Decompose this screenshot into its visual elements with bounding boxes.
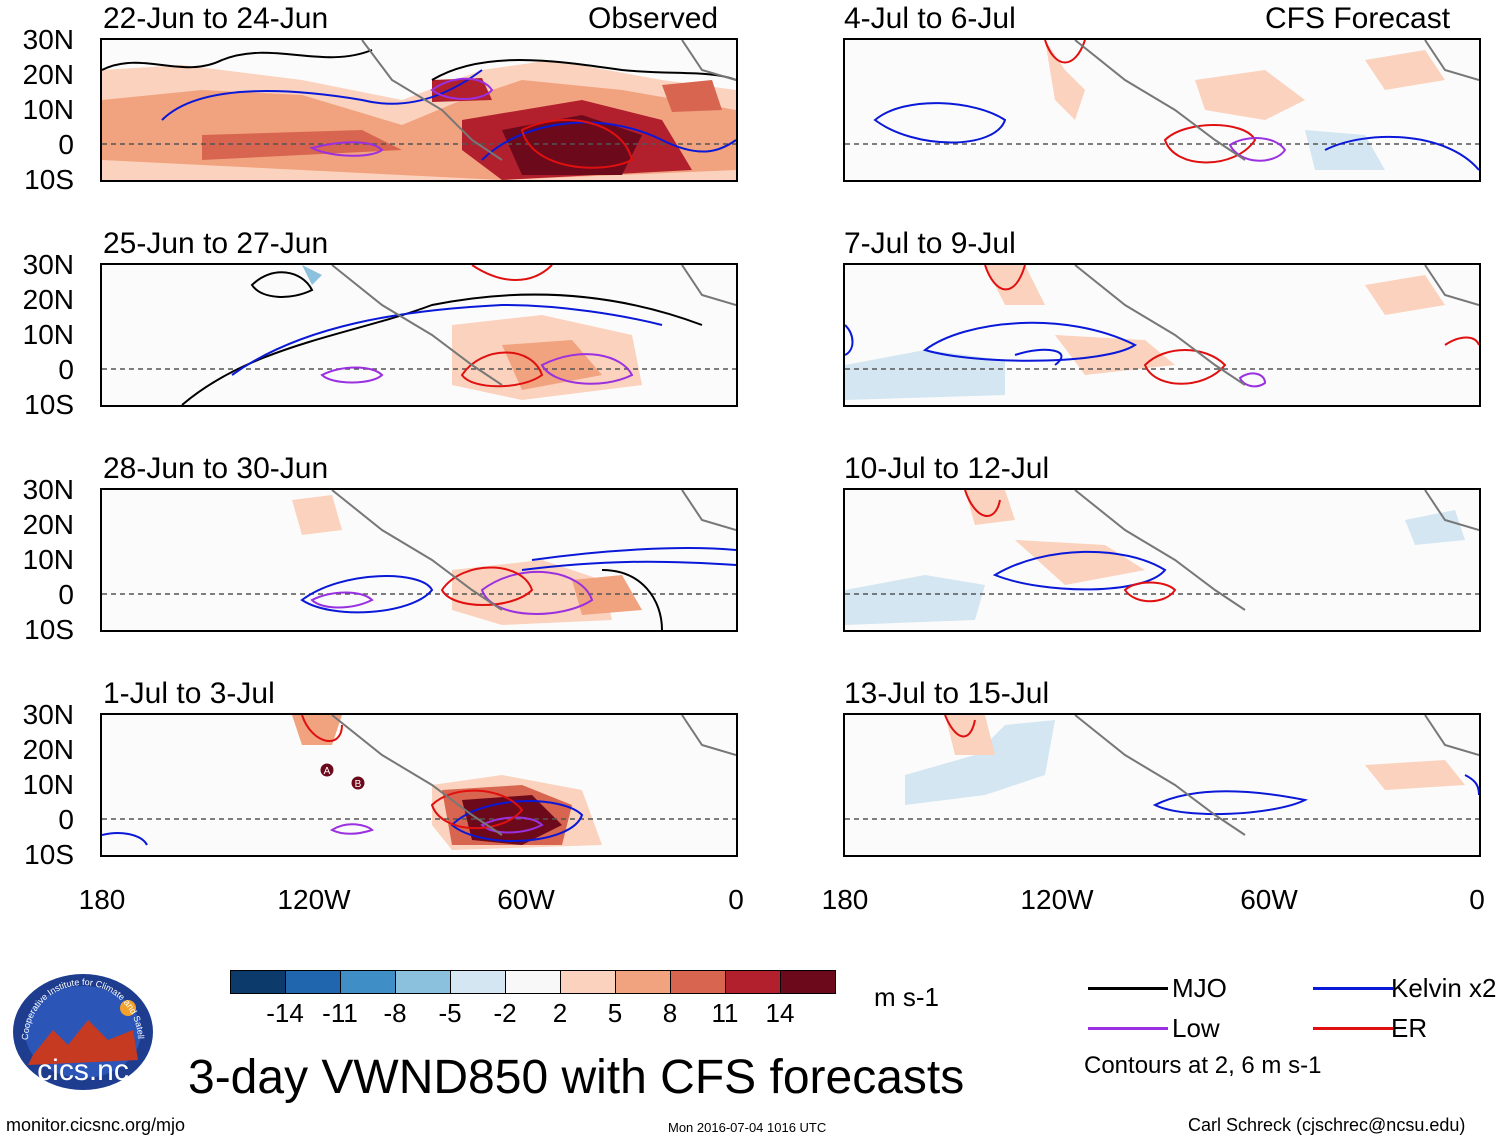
colorbar-label: -2 bbox=[493, 998, 517, 1028]
legend-low-label: Low bbox=[1172, 1013, 1220, 1043]
lat-label-10s: 10S bbox=[24, 164, 74, 195]
lat-label-10s: 10S bbox=[24, 839, 74, 870]
colorbar-swatch bbox=[615, 970, 671, 994]
storm-marker-b: B bbox=[355, 779, 362, 790]
lon-label-0: 0 bbox=[1469, 884, 1485, 915]
lat-label-eq: 0 bbox=[58, 354, 74, 385]
legend-mjo-label: MJO bbox=[1172, 973, 1227, 1003]
colorbar-swatch bbox=[780, 970, 836, 994]
observed-label: Observed bbox=[588, 2, 719, 35]
map-panel-observed-2 bbox=[100, 263, 738, 407]
legend-note: Contours at 2, 6 m s-1 bbox=[1084, 1052, 1322, 1079]
lat-label-30n: 30N bbox=[22, 699, 74, 730]
lon-label-120w: 120W bbox=[1020, 884, 1094, 915]
colorbar-label: 2 bbox=[552, 998, 568, 1028]
colorbar-label: 8 bbox=[662, 998, 678, 1028]
panel-title-forecast-1: 4-Jul to 6-Jul bbox=[844, 2, 1016, 35]
map-panel-forecast-4 bbox=[843, 713, 1481, 857]
lat-label-20n: 20N bbox=[22, 284, 74, 315]
lon-label-180: 180 bbox=[821, 884, 869, 915]
legend-er-line bbox=[1313, 1027, 1393, 1030]
legend-kelvin-line bbox=[1313, 987, 1393, 990]
cics-logo: Cooperative Institute for Climate and Sa… bbox=[5, 962, 158, 1090]
panel-title-observed-3: 28-Jun to 30-Jun bbox=[103, 452, 329, 485]
panel-title-observed-1: 22-Jun to 24-Jun bbox=[103, 2, 329, 35]
footer-url: monitor.cicsnc.org/mjo bbox=[6, 1115, 186, 1135]
colorbar-swatch bbox=[230, 970, 286, 994]
legend-er-label: ER bbox=[1391, 1013, 1428, 1043]
storm-marker-a: A bbox=[324, 766, 331, 777]
colorbar-units: m s-1 bbox=[874, 982, 939, 1012]
lat-label-10s: 10S bbox=[24, 389, 74, 420]
lat-label-20n: 20N bbox=[22, 734, 74, 765]
lon-label-0: 0 bbox=[728, 884, 744, 915]
map-panel-observed-3 bbox=[100, 488, 738, 632]
footer-timestamp: Mon 2016-07-04 1016 UTC bbox=[668, 1120, 827, 1135]
legend-low-line bbox=[1088, 1027, 1168, 1030]
colorbar-label: 5 bbox=[607, 998, 623, 1028]
lat-label-30n: 30N bbox=[22, 249, 74, 280]
lon-label-180: 180 bbox=[78, 884, 126, 915]
lat-label-10n: 10N bbox=[22, 319, 74, 350]
lat-label-eq: 0 bbox=[58, 804, 74, 835]
colorbar-label: -5 bbox=[438, 998, 462, 1028]
lat-label-30n: 30N bbox=[22, 24, 74, 55]
lat-label-10s: 10S bbox=[24, 614, 74, 645]
colorbar-label: 11 bbox=[711, 998, 739, 1028]
colorbar-label: -8 bbox=[383, 998, 407, 1028]
panel-title-observed-4: 1-Jul to 3-Jul bbox=[103, 677, 275, 710]
cfs-forecast-label: CFS Forecast bbox=[1265, 2, 1451, 35]
map-panel-forecast-2 bbox=[843, 263, 1481, 407]
lat-label-20n: 20N bbox=[22, 59, 74, 90]
map-panel-observed-4: A B bbox=[100, 713, 738, 857]
lon-label-60w: 60W bbox=[497, 884, 555, 915]
footer-author: Carl Schreck (cjschrec@ncsu.edu) bbox=[1188, 1115, 1466, 1135]
panel-title-forecast-4: 13-Jul to 15-Jul bbox=[844, 677, 1050, 710]
map-panel-forecast-3 bbox=[843, 488, 1481, 632]
colorbar-swatch bbox=[670, 970, 726, 994]
panel-title-forecast-2: 7-Jul to 9-Jul bbox=[844, 227, 1016, 260]
lat-label-10n: 10N bbox=[22, 769, 74, 800]
logo-text: cics.nc bbox=[37, 1054, 129, 1087]
panel-title-forecast-3: 10-Jul to 12-Jul bbox=[844, 452, 1050, 485]
colorbar-swatch bbox=[560, 970, 616, 994]
colorbar-swatch bbox=[450, 970, 506, 994]
colorbar-swatch bbox=[395, 970, 451, 994]
colorbar-swatch bbox=[285, 970, 341, 994]
colorbar-label: -14 bbox=[266, 998, 304, 1028]
lat-label-eq: 0 bbox=[58, 579, 74, 610]
colorbar-swatch bbox=[725, 970, 781, 994]
panel-title-observed-2: 25-Jun to 27-Jun bbox=[103, 227, 329, 260]
main-title: 3-day VWND850 with CFS forecasts bbox=[188, 1051, 965, 1104]
lon-label-60w: 60W bbox=[1240, 884, 1298, 915]
lat-label-30n: 30N bbox=[22, 474, 74, 505]
map-panel-observed-1 bbox=[100, 38, 738, 182]
colorbar-swatch bbox=[505, 970, 561, 994]
colorbar-swatch bbox=[340, 970, 396, 994]
lat-label-20n: 20N bbox=[22, 509, 74, 540]
lat-label-eq: 0 bbox=[58, 129, 74, 160]
legend-kelvin-label: Kelvin x2 bbox=[1391, 973, 1497, 1003]
lat-label-10n: 10N bbox=[22, 94, 74, 125]
colorbar-label: 14 bbox=[765, 998, 795, 1028]
lon-label-120w: 120W bbox=[277, 884, 351, 915]
colorbar-label: -11 bbox=[322, 998, 358, 1028]
map-panel-forecast-1 bbox=[843, 38, 1481, 182]
legend-mjo-line bbox=[1088, 987, 1168, 990]
lat-label-10n: 10N bbox=[22, 544, 74, 575]
